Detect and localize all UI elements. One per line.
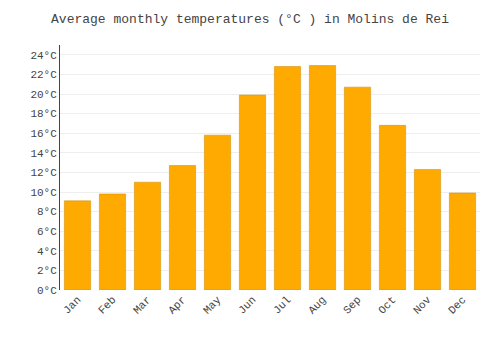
svg-text:Dec: Dec bbox=[446, 294, 468, 316]
svg-text:4°C: 4°C bbox=[37, 246, 57, 258]
svg-text:Mar: Mar bbox=[131, 294, 153, 316]
svg-text:0°C: 0°C bbox=[37, 285, 57, 297]
svg-text:18°C: 18°C bbox=[30, 108, 57, 120]
svg-text:Feb: Feb bbox=[96, 294, 118, 316]
svg-text:May: May bbox=[201, 294, 224, 317]
svg-text:22°C: 22°C bbox=[30, 69, 57, 81]
svg-text:2°C: 2°C bbox=[37, 265, 57, 277]
svg-text:Average monthly temperatures (: Average monthly temperatures (°C ) in Mo… bbox=[51, 12, 449, 27]
svg-text:Aug: Aug bbox=[306, 294, 328, 316]
svg-text:Jan: Jan bbox=[61, 294, 83, 316]
svg-text:20°C: 20°C bbox=[30, 89, 57, 101]
svg-text:Jun: Jun bbox=[236, 294, 258, 316]
svg-text:Jul: Jul bbox=[271, 294, 293, 316]
svg-text:6°C: 6°C bbox=[37, 226, 57, 238]
svg-text:Apr: Apr bbox=[166, 294, 188, 316]
svg-text:8°C: 8°C bbox=[37, 206, 57, 218]
svg-text:12°C: 12°C bbox=[30, 167, 57, 179]
svg-text:Nov: Nov bbox=[411, 294, 434, 317]
svg-text:16°C: 16°C bbox=[30, 128, 57, 140]
svg-text:14°C: 14°C bbox=[30, 148, 57, 160]
svg-text:Oct: Oct bbox=[376, 294, 398, 316]
svg-text:Sep: Sep bbox=[341, 294, 363, 316]
svg-text:24°C: 24°C bbox=[30, 50, 57, 62]
svg-text:10°C: 10°C bbox=[30, 187, 57, 199]
